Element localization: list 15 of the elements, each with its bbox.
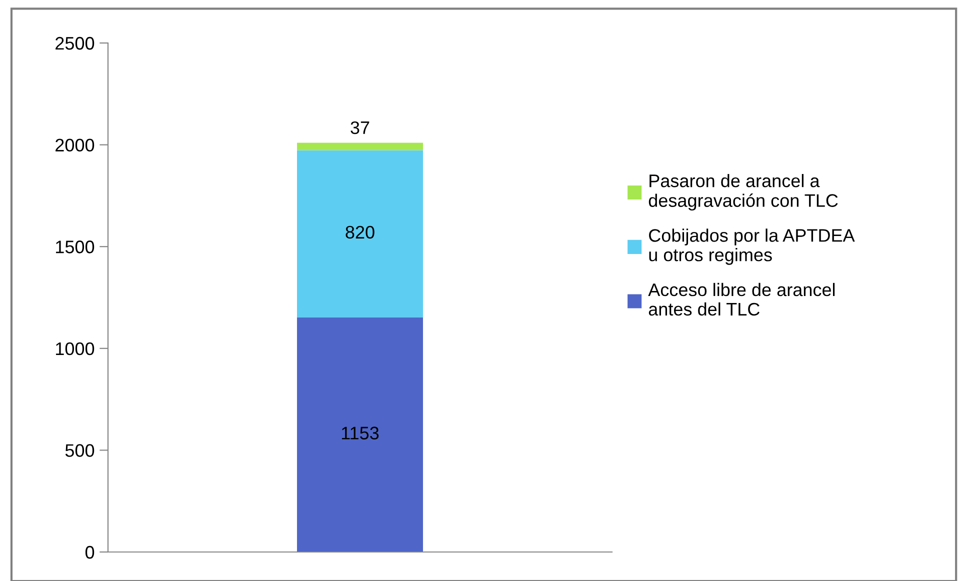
y-tick-label: 1000	[56, 342, 94, 356]
y-tick-label: 2000	[56, 138, 94, 152]
y-tick-label: 1500	[56, 240, 94, 254]
bar	[297, 150, 423, 318]
data-label: 1153	[342, 426, 379, 440]
y-tick-label: 2500	[56, 36, 94, 50]
y-tick-label: 500	[65, 444, 94, 457]
data-label: 37	[350, 121, 370, 134]
bar	[297, 142, 423, 150]
legend-label: Pasaron de arancel a desagravación con TLC	[648, 174, 838, 211]
bar	[297, 317, 423, 552]
legend-label: Cobijados por la APTDEA u otros regimes	[649, 228, 855, 265]
data-label: 820	[346, 226, 374, 239]
y-tick-label: 0	[85, 546, 94, 559]
legend-label: Acceso libre de arancel antes del TLC	[648, 282, 835, 316]
